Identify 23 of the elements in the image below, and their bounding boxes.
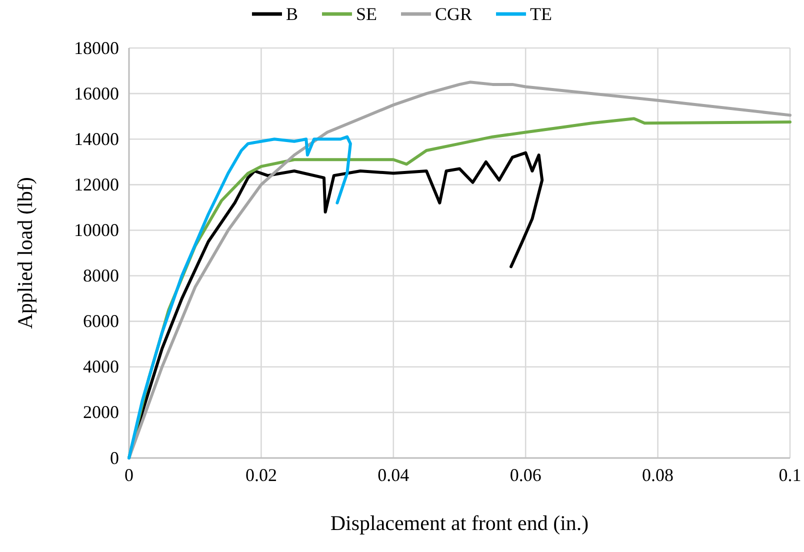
legend-label: CGR xyxy=(435,4,472,24)
x-axis-title: Displacement at front end (in.) xyxy=(330,511,589,535)
y-tick-label: 0 xyxy=(110,448,119,468)
x-tick-label: 0 xyxy=(124,464,134,485)
x-tick-label: 0.1 xyxy=(778,464,802,485)
line-series xyxy=(128,135,352,460)
legend-label: TE xyxy=(530,4,552,24)
y-axis-title: Applied load (lbf) xyxy=(13,177,37,329)
x-tick-label: 0.02 xyxy=(245,464,277,485)
y-tick-label: 18000 xyxy=(74,38,119,58)
y-tick-label: 14000 xyxy=(74,128,119,149)
y-tick-label: 6000 xyxy=(83,311,119,332)
x-tick-label: 0.08 xyxy=(642,464,674,485)
legend-label: SE xyxy=(356,4,378,24)
legend-label: B xyxy=(286,4,298,24)
y-tick-label: 10000 xyxy=(74,220,119,240)
y-tick-label: 12000 xyxy=(74,174,119,194)
y-tick-label: 16000 xyxy=(74,83,119,104)
y-tick-label: 2000 xyxy=(83,402,119,422)
y-tick-label: 8000 xyxy=(83,266,119,286)
x-tick-label: 0.06 xyxy=(510,464,542,485)
x-tick-label: 0.04 xyxy=(378,464,410,485)
y-tick-label: 4000 xyxy=(83,356,119,377)
